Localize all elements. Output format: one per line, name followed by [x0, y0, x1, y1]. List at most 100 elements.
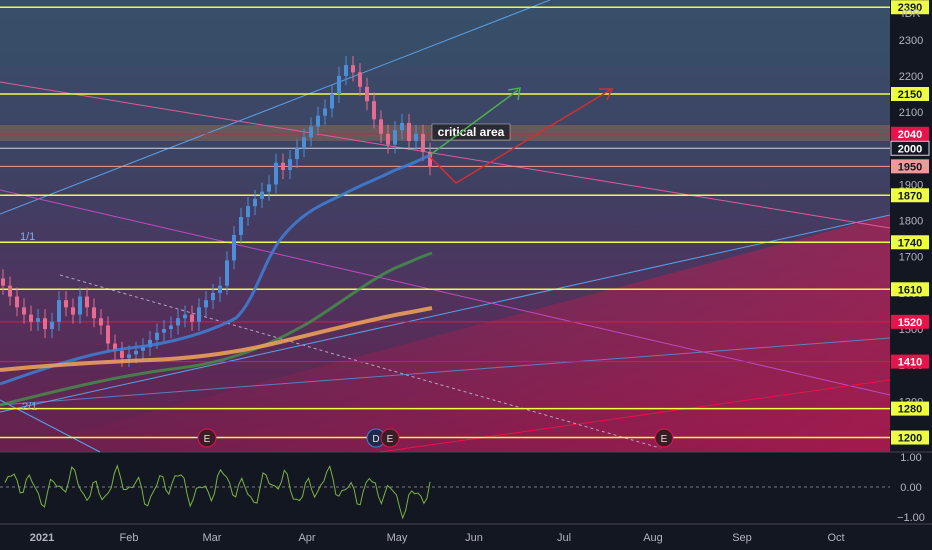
level-badge [891, 0, 929, 15]
candle-body [330, 94, 334, 109]
candle-body [295, 148, 299, 160]
candle-body [92, 307, 96, 319]
candle-body [190, 314, 194, 322]
ma-blue-line [0, 153, 431, 386]
candle-body [22, 307, 26, 315]
time-axis-panel [0, 524, 932, 550]
candle-body [85, 296, 89, 308]
fib-label-1: 1/1 [20, 231, 35, 243]
candle-body [421, 133, 425, 152]
level-badge-label: 1520 [898, 317, 922, 329]
candle-body [218, 285, 222, 293]
candle-body [379, 119, 383, 134]
oscillator-line [4, 464, 431, 520]
red-projection-arrow [429, 89, 611, 184]
candle-body [260, 191, 264, 199]
level-badge-label: 1410 [898, 357, 922, 369]
price-tick-label: 2300 [899, 35, 923, 47]
candle-body [281, 162, 285, 170]
level-badge-label: 1950 [898, 161, 922, 173]
level-badge [891, 401, 929, 416]
time-tick-label: Aug [643, 532, 663, 544]
red-channel-fill [0, 215, 890, 452]
level-badge [891, 188, 929, 203]
candle-body [155, 332, 159, 340]
blue-bottom-trendline [0, 337, 891, 406]
svg-text:E: E [661, 434, 668, 445]
candle-body [365, 86, 369, 102]
red-arrow-head [599, 88, 614, 101]
candle-body [288, 159, 292, 170]
teal-top-zone [0, 0, 890, 66]
candle-body [358, 72, 362, 87]
candle-body [274, 162, 278, 185]
time-tick-label: Sep [732, 532, 752, 544]
time-tick-label: May [387, 532, 408, 544]
pink-upper-trendline [0, 81, 891, 229]
candle-body [267, 184, 271, 192]
candle-body [197, 307, 201, 322]
earnings-marker-feb[interactable]: E [197, 428, 217, 448]
candle-body [57, 300, 61, 322]
blue-lower-trendline [0, 214, 891, 413]
earnings-marker-aug[interactable]: E [654, 428, 674, 448]
candle-body [351, 65, 355, 73]
pink-lower-trendline [0, 189, 891, 396]
candle-body [29, 314, 33, 322]
candle-body [400, 122, 404, 131]
candle-body [36, 318, 40, 322]
level-badge-label: 1610 [898, 284, 922, 296]
candle-body [1, 278, 5, 286]
level-badge [890, 140, 930, 156]
oscillator-tick-label: 0.00 [900, 482, 921, 494]
candle-body [393, 130, 397, 145]
time-tick-label: Feb [120, 532, 139, 544]
level-badge-label: 2040 [898, 129, 922, 141]
candle-body [344, 65, 348, 76]
candle-body [211, 292, 215, 301]
level-badge-label: 2390 [898, 2, 922, 14]
candle-body [50, 321, 54, 330]
svg-text:E: E [387, 434, 394, 445]
candle-body [183, 314, 187, 319]
price-tick-label: 1800 [899, 216, 923, 228]
oscillator-panel [0, 452, 890, 524]
green-projection-arrow [429, 89, 519, 156]
fib-label-2: 2/1 [22, 401, 37, 413]
candle-body [43, 318, 47, 330]
candle-body [239, 216, 243, 236]
candle-body [302, 137, 306, 149]
candle-body [99, 318, 103, 326]
candle-body [141, 347, 145, 351]
candle-body [309, 126, 313, 138]
time-tick-label: Jun [465, 532, 483, 544]
green-arrow-head [507, 87, 521, 101]
level-badge-label: 1740 [898, 237, 922, 249]
candle-body [204, 300, 208, 308]
candle-body [372, 101, 376, 120]
time-tick-label: Jul [557, 532, 571, 544]
candle-body [337, 75, 341, 95]
time-tick-label: 2021 [30, 532, 54, 544]
price-tick-label: 1700 [899, 252, 923, 264]
candle-body [316, 115, 320, 127]
candle-body [253, 198, 257, 207]
candle-body [106, 325, 110, 344]
currency-label: IDR [902, 8, 921, 20]
level-badge [891, 87, 929, 102]
level-badge-label: 2150 [898, 89, 922, 101]
level-badge-label: 1280 [898, 404, 922, 416]
candle-body [148, 339, 152, 348]
svg-text:D: D [372, 434, 379, 445]
candle-body [428, 151, 432, 167]
blue-upper-trendline [0, 0, 551, 215]
svg-text:E: E [204, 434, 211, 445]
price-tick-label: 2200 [899, 71, 923, 83]
earnings-marker-may[interactable]: E [380, 428, 400, 448]
level-badge-label: 1870 [898, 190, 922, 202]
time-tick-label: Mar [203, 532, 222, 544]
candle-body [176, 318, 180, 326]
level-badge [891, 314, 929, 329]
candle-body [407, 122, 411, 142]
